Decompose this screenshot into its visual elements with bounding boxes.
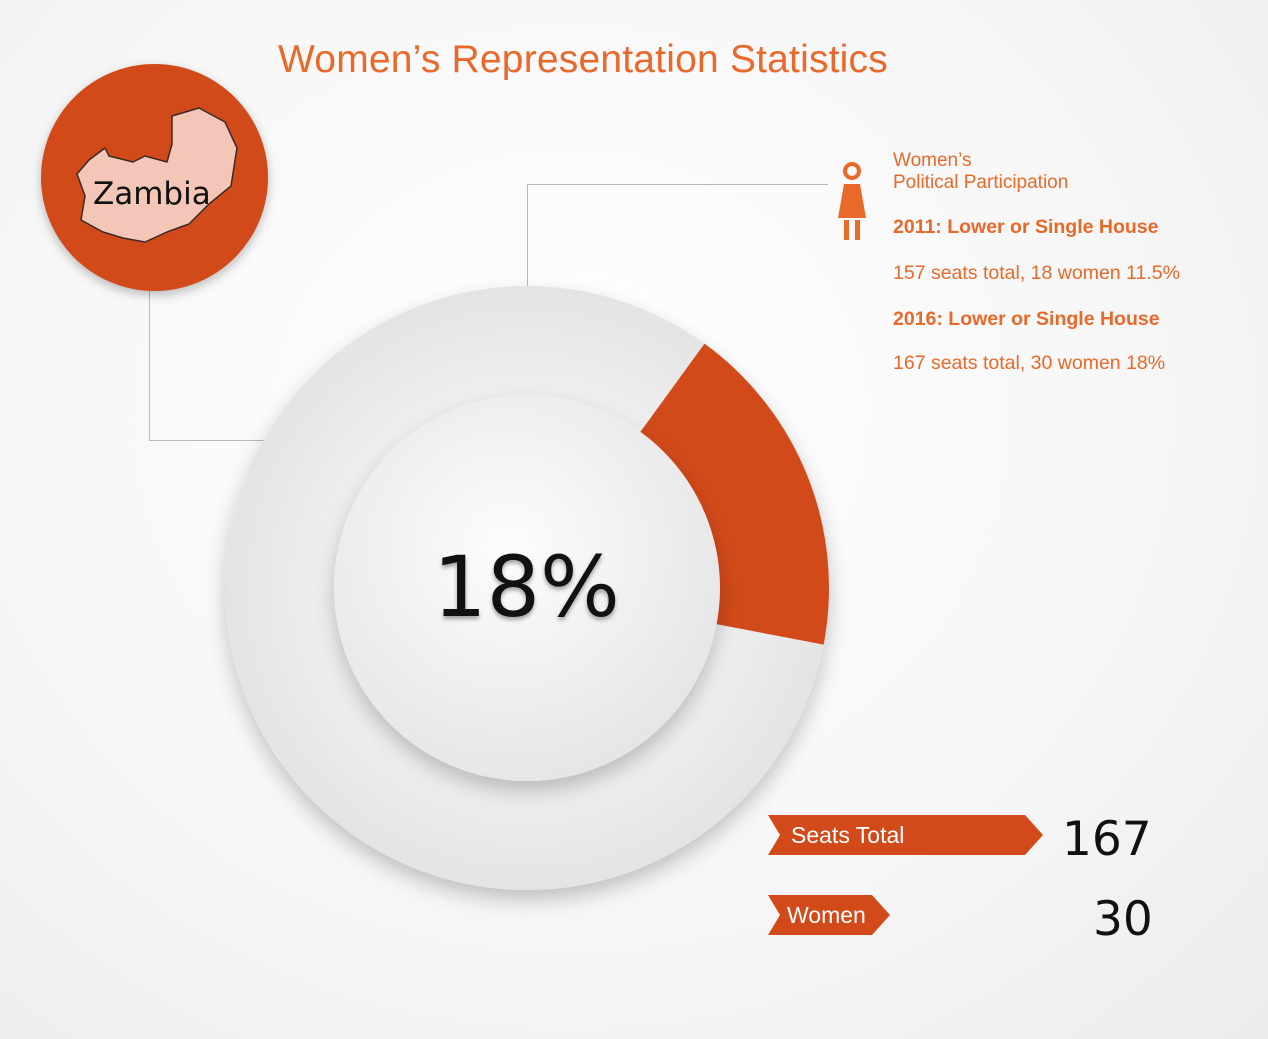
country-name: Zambia bbox=[93, 176, 211, 212]
woman-icon bbox=[838, 162, 866, 240]
info-heading: Women’s Political Participation bbox=[893, 150, 1069, 193]
seats-total-value: 167 bbox=[1062, 812, 1152, 867]
info-2016-detail: 167 seats total, 30 women 18% bbox=[893, 352, 1166, 374]
country-badge: Zambia bbox=[41, 64, 268, 291]
page-title: Women’s Representation Statistics bbox=[278, 38, 888, 81]
info-2011-detail: 157 seats total, 18 women 11.5% bbox=[893, 262, 1180, 284]
women-slice bbox=[637, 343, 830, 645]
donut-center bbox=[334, 395, 720, 781]
women-label: Women bbox=[768, 895, 890, 935]
center-percentage: 18% bbox=[433, 538, 620, 636]
info-2011-title: 2011: Lower or Single House bbox=[893, 216, 1159, 238]
women-value: 30 bbox=[1093, 892, 1153, 947]
seats-total-label: Seats Total bbox=[768, 815, 1043, 855]
info-2016-title: 2016: Lower or Single House bbox=[893, 308, 1160, 330]
info-connector-line bbox=[527, 184, 828, 289]
badge-connector-line bbox=[149, 288, 268, 441]
zambia-map-icon bbox=[76, 107, 238, 243]
